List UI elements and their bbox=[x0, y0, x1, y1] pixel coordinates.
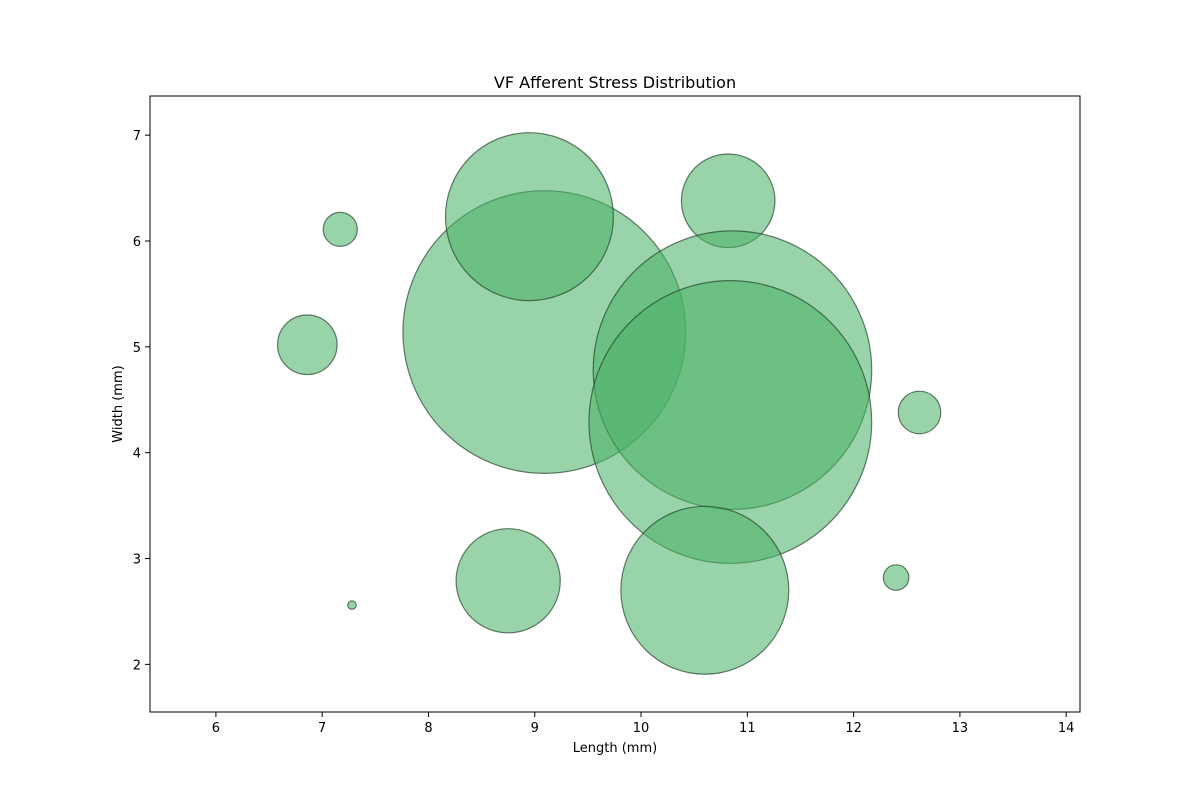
bubble-point-6 bbox=[444, 132, 615, 302]
x-tick-label: 8 bbox=[424, 721, 432, 736]
x-axis-title: Length (mm) bbox=[573, 741, 657, 756]
y-tick-label: 7 bbox=[133, 129, 141, 144]
y-axis: 2 3 4 5 6 7 bbox=[133, 129, 150, 673]
y-tick-label: 4 bbox=[133, 447, 141, 462]
x-tick-label: 10 bbox=[633, 721, 650, 736]
plot-frame bbox=[149, 95, 1081, 713]
x-tick-label: 12 bbox=[845, 721, 862, 736]
bubble-point-11 bbox=[897, 390, 942, 435]
y-tick-label: 5 bbox=[133, 341, 141, 356]
chart-title: VF Afferent Stress Distribution bbox=[494, 73, 736, 92]
bubble-point-3 bbox=[347, 600, 357, 610]
bubble-point-10 bbox=[620, 505, 790, 675]
bubble-layer bbox=[276, 132, 942, 675]
bubble-point-4 bbox=[455, 528, 561, 634]
x-tick-label: 7 bbox=[318, 721, 326, 736]
bubble-point-2 bbox=[276, 314, 338, 376]
x-tick-label: 9 bbox=[531, 721, 539, 736]
x-tick-label: 14 bbox=[1058, 721, 1075, 736]
x-tick-label: 6 bbox=[212, 721, 220, 736]
bubble-point-12 bbox=[882, 564, 910, 591]
x-axis: 6 7 8 9 10 11 12 13 14 bbox=[212, 712, 1075, 736]
bubble-point-1 bbox=[322, 211, 358, 247]
x-tick-label: 13 bbox=[952, 721, 969, 736]
x-tick-label: 11 bbox=[739, 721, 756, 736]
y-tick-label: 3 bbox=[133, 553, 141, 568]
y-tick-label: 2 bbox=[133, 658, 141, 673]
y-axis-title: Width (mm) bbox=[111, 365, 126, 442]
y-tick-label: 6 bbox=[133, 235, 141, 250]
